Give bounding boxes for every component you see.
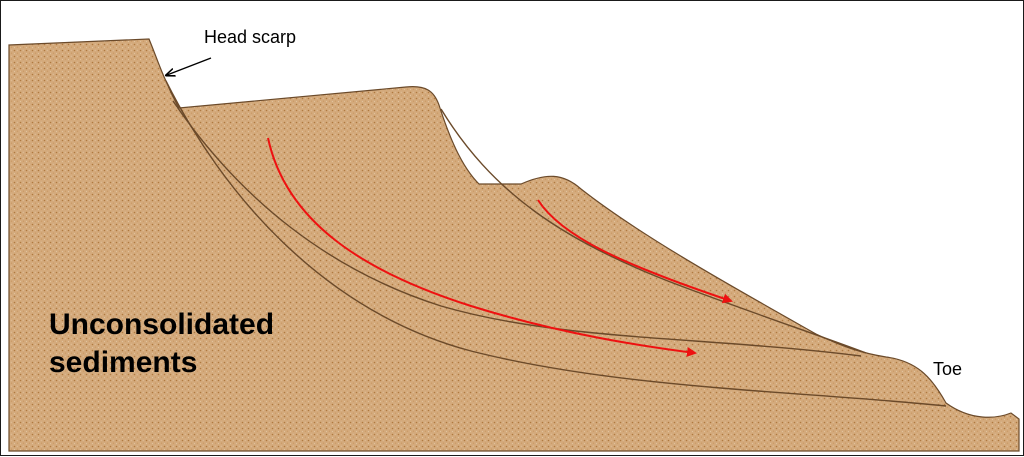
secondary-slip-surface: [440, 108, 867, 354]
upper-slip-surface: [172, 100, 862, 357]
head-scarp-label: Head scarp: [204, 27, 297, 47]
sediment-mass: [8, 38, 1020, 452]
main-flow-arrow: [267, 137, 697, 357]
toe-label: Toe: [933, 359, 963, 379]
sediments-label: Unconsolidated sediments: [49, 308, 275, 379]
head-scarp-pointer: [167, 57, 212, 75]
secondary-flow-arrow: [537, 199, 733, 304]
main-slip-surface: [165, 80, 947, 407]
